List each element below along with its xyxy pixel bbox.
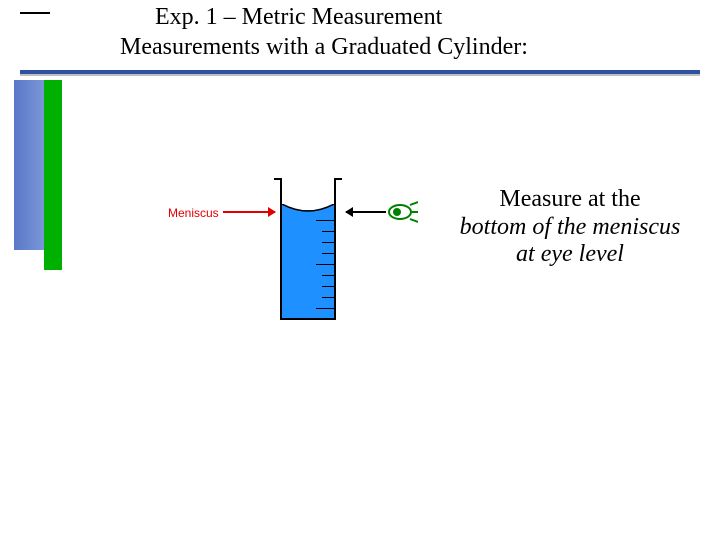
tick-mark	[322, 275, 334, 276]
tick-mark	[316, 264, 334, 265]
cylinder-lip-left	[274, 178, 282, 180]
meniscus-label: Meniscus	[168, 206, 219, 220]
tick-mark	[322, 231, 334, 232]
tick-mark	[322, 297, 334, 298]
eye-icon	[388, 200, 418, 229]
title-underline	[20, 70, 700, 74]
sidebar-bar-blue	[14, 80, 44, 250]
slide-title: Exp. 1 – Metric Measurement	[155, 4, 442, 31]
instruction-text: Measure at the bottom of the meniscus at…	[455, 186, 685, 269]
tick-mark	[316, 308, 334, 309]
top-tick-mark	[20, 12, 50, 14]
slide-subtitle: Measurements with a Graduated Cylinder:	[120, 34, 528, 61]
eye-level-arrow-icon	[346, 211, 386, 213]
tick-mark	[322, 253, 334, 254]
meniscus-arrow-icon	[223, 211, 275, 213]
tick-mark	[322, 286, 334, 287]
tick-mark	[316, 220, 334, 221]
graduated-cylinder-diagram: Meniscus	[168, 180, 428, 340]
instruction-line2: bottom of the meniscus at eye level	[460, 214, 681, 268]
instruction-line1: Measure at the	[499, 186, 640, 212]
sidebar-bar-green	[44, 80, 62, 270]
cylinder-lip-right	[334, 178, 342, 180]
cylinder-outline	[280, 180, 336, 320]
tick-mark	[322, 242, 334, 243]
meniscus-curve-icon	[282, 204, 334, 220]
